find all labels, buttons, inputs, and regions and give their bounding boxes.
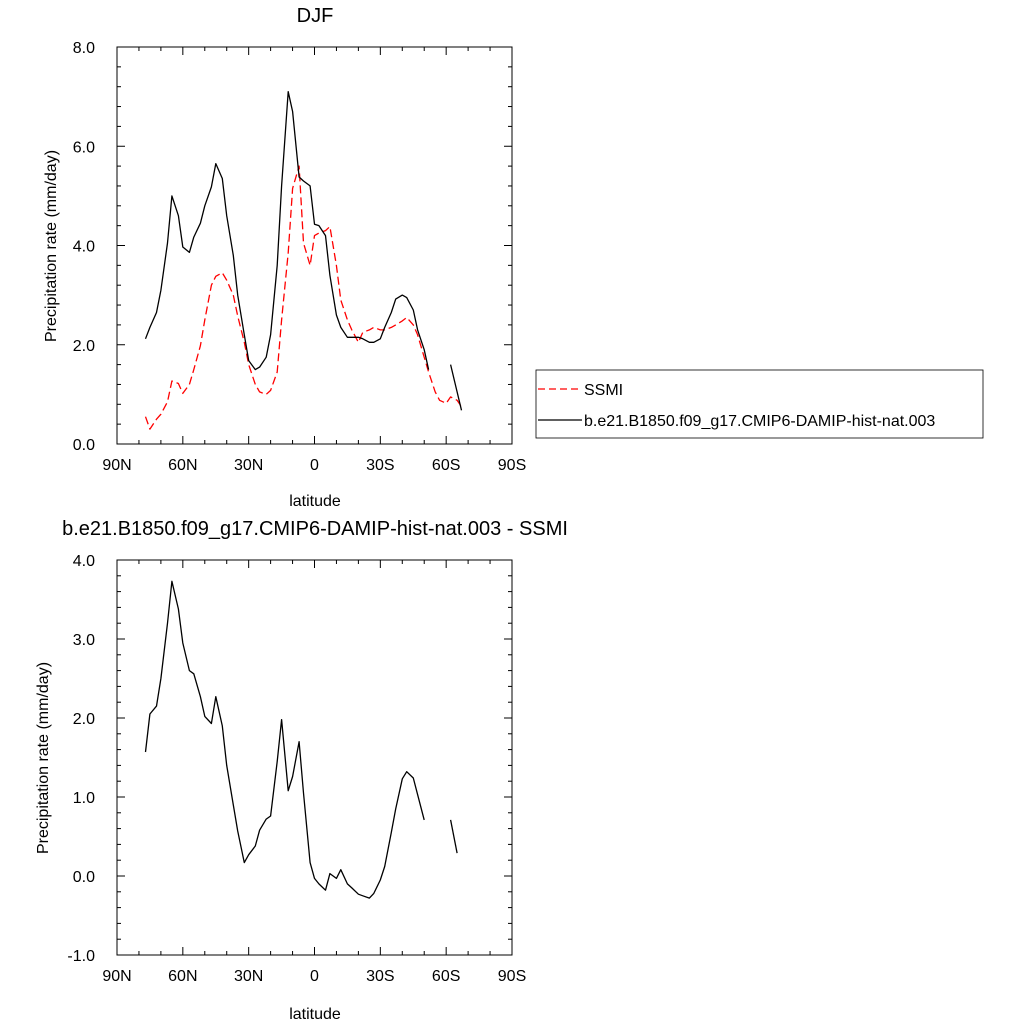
top-series-1-line-0 — [144, 91, 430, 371]
top-x-tick-label: 30N — [234, 457, 263, 474]
bottom-y-tick-label: 3.0 — [73, 632, 95, 649]
bottom-y-tick-label: 0.0 — [73, 869, 95, 886]
legend-label-model: b.e21.B1850.f09_g17.CMIP6-DAMIP-hist-nat… — [584, 413, 935, 430]
bottom-x-tick-label: 30N — [234, 968, 263, 985]
bottom-x-tick-label: 0 — [310, 968, 319, 985]
bottom-x-tick-label: 30S — [366, 968, 394, 985]
top-y-tick-label: 8.0 — [73, 40, 95, 57]
bottom-chart-title: b.e21.B1850.f09_g17.CMIP6-DAMIP-hist-nat… — [62, 518, 568, 540]
top-series-0-line-0 — [144, 165, 463, 430]
top-panel: DJF Precipitation rate (mm/day) latitude… — [43, 5, 526, 510]
top-x-tick-label: 0 — [310, 457, 319, 474]
top-x-tick-label: 90S — [498, 457, 526, 474]
top-y-tick-label: 2.0 — [73, 338, 95, 355]
bottom-x-tick-label: 60S — [432, 968, 460, 985]
top-plot-area: 90N 60N 30N 0 30S 60S 90S 0.0 2.0 4.0 6.0 8.0 — [73, 40, 526, 474]
bottom-y-tick-label: 4.0 — [73, 553, 95, 570]
bottom-y-tick-label: -1.0 — [67, 948, 95, 965]
bottom-plot-frame — [116, 559, 513, 956]
top-x-tick-label: 90N — [102, 457, 131, 474]
top-x-tick-label: 60N — [168, 457, 197, 474]
legend-box — [535, 369, 984, 439]
bottom-x-axis-label: latitude — [289, 1006, 341, 1023]
bottom-x-tick-label: 60N — [168, 968, 197, 985]
bottom-x-tick-label: 90N — [102, 968, 131, 985]
top-y-tick-label: 0.0 — [73, 437, 95, 454]
bottom-plot-area: 90N 60N 30N 0 30S 60S 90S -1.0 0.0 1.0 2.0 3.0 4.0 — [67, 553, 526, 985]
bottom-y-axis-label: Precipitation rate (mm/day) — [35, 662, 52, 854]
top-x-tick-label: 30S — [366, 457, 394, 474]
bottom-panel: b.e21.B1850.f09_g17.CMIP6-DAMIP-hist-nat… — [35, 518, 568, 1023]
top-x-axis-label: latitude — [289, 493, 341, 510]
bottom-y-tick-label: 2.0 — [73, 711, 95, 728]
bottom-x-tick-label: 90S — [498, 968, 526, 985]
legend-label-ssmi: SSMI — [584, 382, 623, 399]
top-y-axis-label: Precipitation rate (mm/day) — [43, 150, 60, 342]
top-y-tick-label: 4.0 — [73, 239, 95, 256]
top-legend: SSMI b.e21.B1850.f09_g17.CMIP6-DAMIP-his… — [535, 369, 984, 439]
top-plot-frame — [116, 46, 513, 445]
top-x-tick-label: 60S — [432, 457, 460, 474]
top-y-tick-label: 6.0 — [73, 139, 95, 156]
bottom-series-0-line-0 — [144, 580, 425, 899]
bottom-series-0-line-1 — [449, 819, 458, 854]
top-chart-title: DJF — [297, 5, 334, 27]
bottom-y-tick-label: 1.0 — [73, 790, 95, 807]
top-series-1-line-1 — [449, 364, 463, 411]
